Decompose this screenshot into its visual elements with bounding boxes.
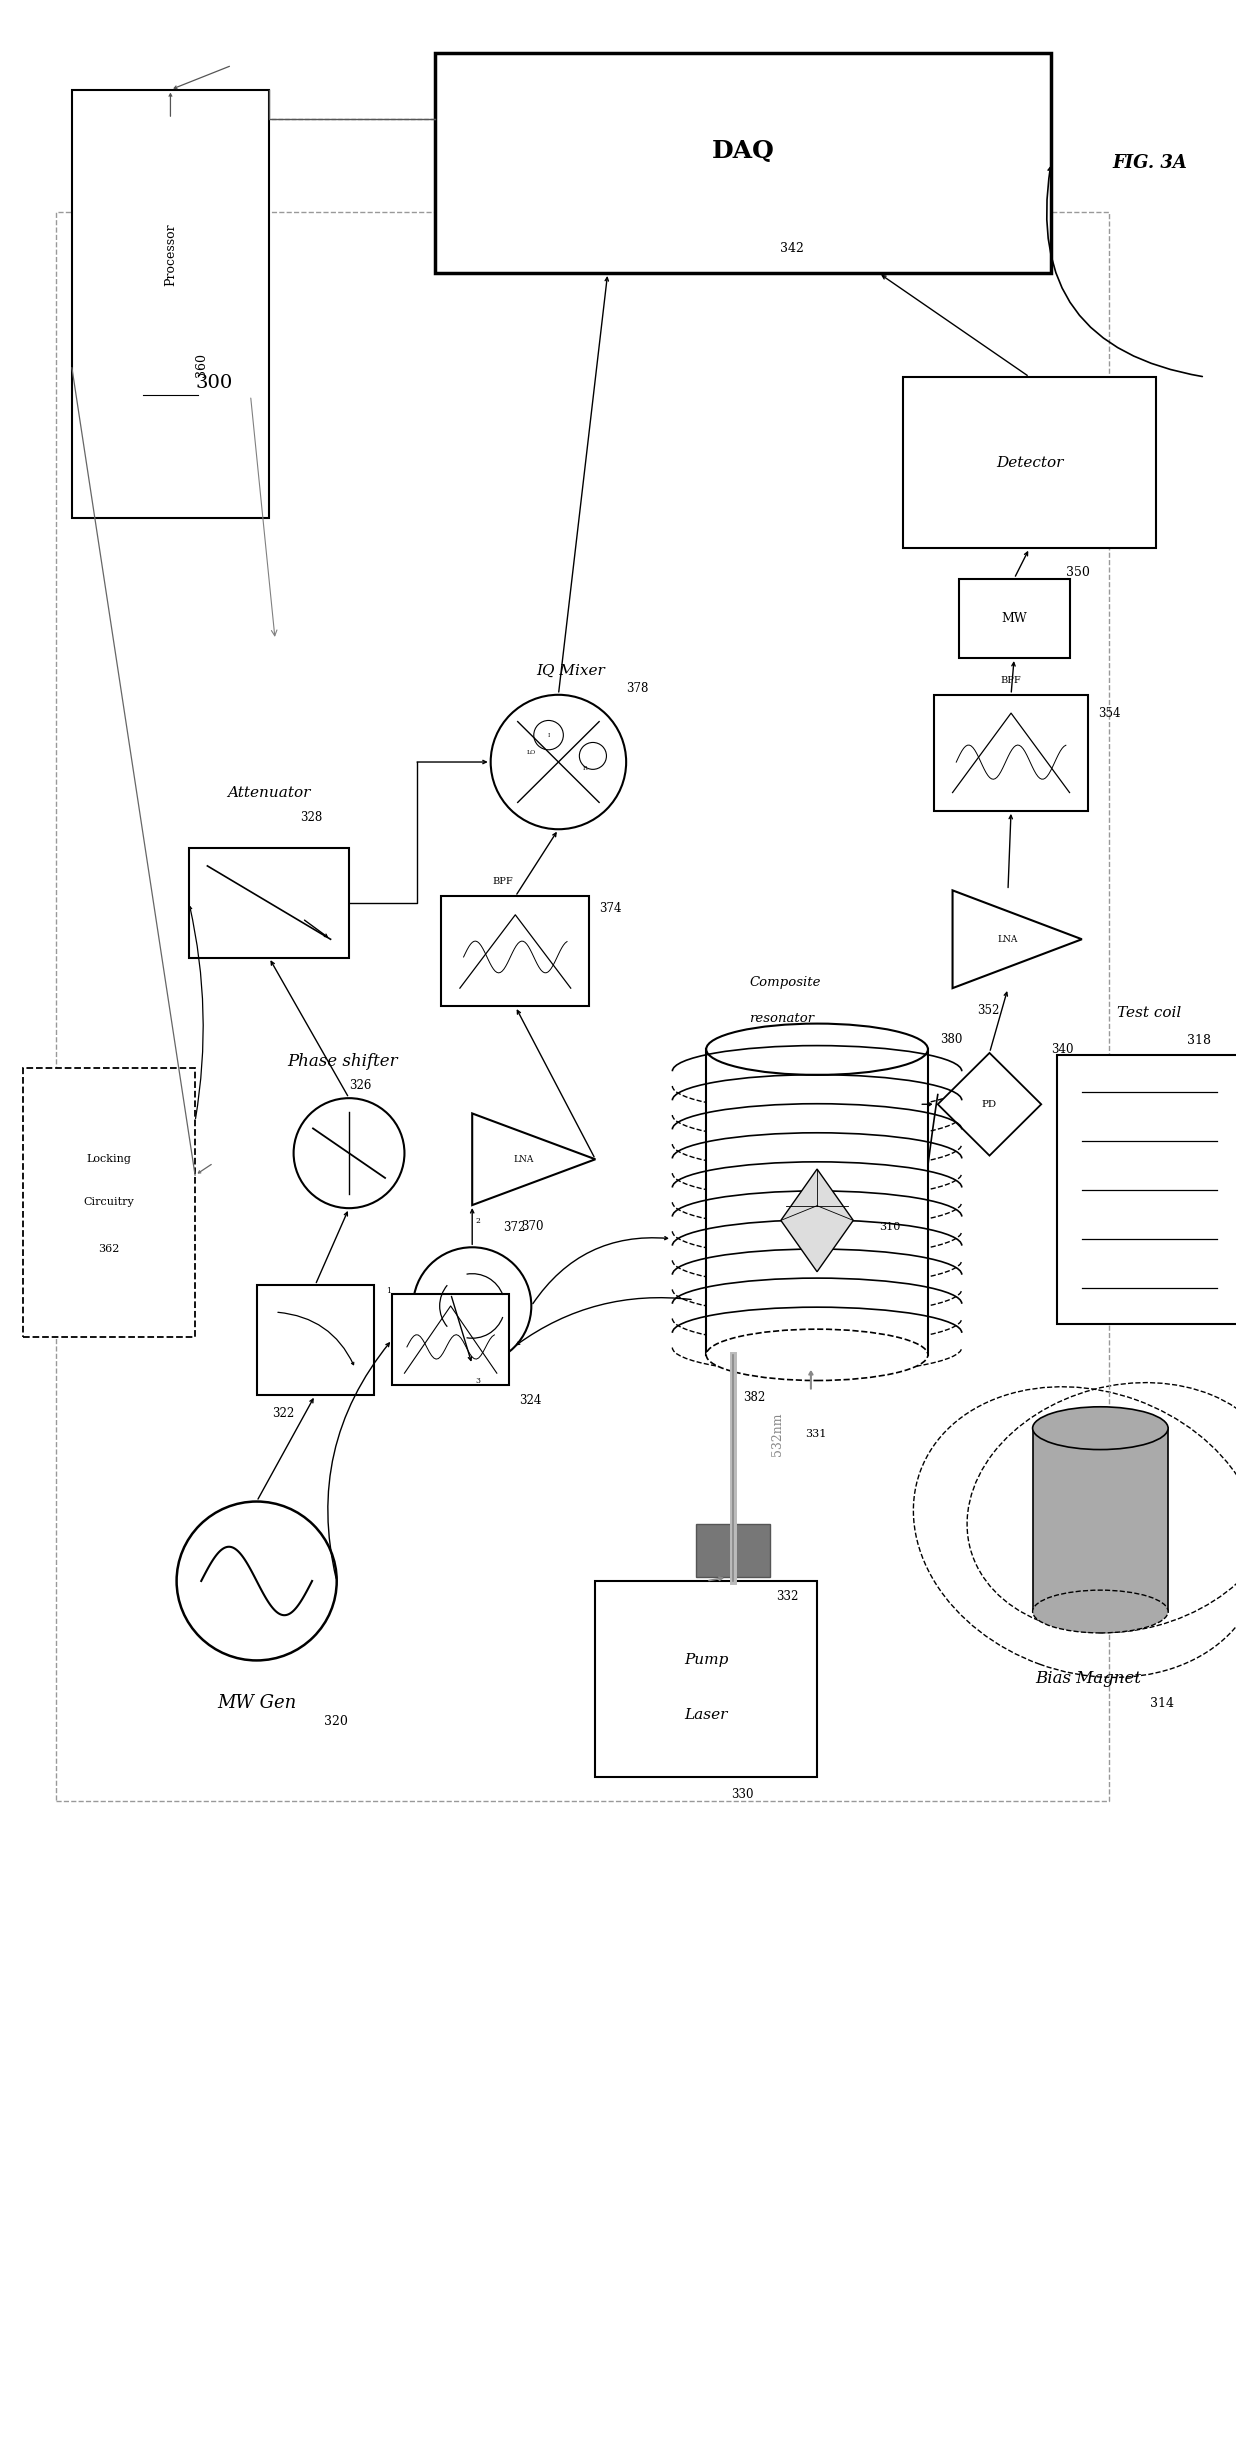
Text: Locking: Locking [87,1155,131,1165]
Text: 332: 332 [776,1590,799,1604]
Ellipse shape [707,1023,928,1074]
Text: Detector: Detector [996,456,1063,469]
Polygon shape [781,1170,853,1271]
Text: 532nm: 532nm [771,1413,784,1457]
Bar [435,54,1052,272]
Text: Attenuator: Attenuator [227,785,311,800]
Text: LNA: LNA [998,935,1018,944]
Text: 1: 1 [386,1288,391,1295]
Bar [1058,1055,1240,1325]
Text: 362: 362 [98,1244,119,1253]
Polygon shape [937,1052,1042,1155]
Text: Composite: Composite [749,976,821,989]
Circle shape [491,694,626,829]
Ellipse shape [707,1330,928,1381]
Text: 360: 360 [195,353,208,378]
Bar [56,211,1109,1801]
Text: 372: 372 [503,1222,526,1234]
Text: 2: 2 [476,1217,481,1226]
Text: resonator: resonator [749,1013,815,1025]
Text: 300: 300 [195,375,232,392]
Bar [188,849,348,957]
Bar [903,378,1156,547]
Text: 370: 370 [522,1219,544,1234]
Text: Pump: Pump [684,1653,728,1668]
Text: 326: 326 [348,1079,372,1092]
Text: 320: 320 [325,1715,348,1727]
Text: 378: 378 [626,682,649,694]
Text: FIG. 3A: FIG. 3A [1112,155,1188,172]
Circle shape [176,1501,337,1661]
Text: 324: 324 [520,1393,542,1406]
Text: Bias Magnet: Bias Magnet [1035,1670,1141,1688]
Ellipse shape [1033,1590,1168,1634]
Text: Test coil: Test coil [1117,1006,1182,1020]
Text: 354: 354 [1097,706,1121,719]
Text: Processor: Processor [164,223,177,287]
Text: 3: 3 [476,1376,481,1386]
Bar [959,579,1070,657]
Text: Phase shifter: Phase shifter [288,1052,398,1070]
Text: IQ Mixer: IQ Mixer [537,662,605,677]
Text: Laser: Laser [684,1707,728,1722]
Bar [595,1582,817,1776]
Bar [707,1050,928,1354]
Bar [392,1293,510,1386]
Text: BPF: BPF [492,878,513,886]
Text: 380: 380 [940,1033,962,1045]
Bar [1033,1428,1168,1612]
Text: MW Gen: MW Gen [217,1695,296,1712]
Text: DAQ: DAQ [712,140,775,162]
Text: 314: 314 [1149,1697,1173,1710]
Text: 328: 328 [300,809,322,824]
Text: 318: 318 [1187,1035,1210,1047]
Circle shape [579,743,606,770]
Bar [934,694,1087,812]
Bar [257,1285,373,1396]
Text: 331: 331 [805,1430,826,1440]
Circle shape [413,1246,531,1364]
Text: MW: MW [1001,611,1027,626]
Text: 374: 374 [599,903,621,915]
Text: 382: 382 [743,1391,765,1403]
Text: LO: LO [527,751,536,756]
Text: 322: 322 [272,1408,294,1420]
Text: BPF: BPF [1001,675,1022,684]
Bar [697,1523,770,1577]
Text: 342: 342 [780,243,804,255]
Bar [441,895,589,1006]
Text: PD: PD [982,1099,997,1109]
Text: LNA: LNA [513,1155,534,1163]
Text: 350: 350 [1066,567,1090,579]
Circle shape [294,1099,404,1209]
Text: I: I [547,733,549,738]
Text: 330: 330 [730,1788,754,1801]
Text: 352: 352 [977,1003,999,1016]
Circle shape [533,721,563,751]
Bar [72,91,269,518]
Ellipse shape [1033,1406,1168,1450]
Text: Circuitry: Circuitry [83,1197,134,1207]
Text: 340: 340 [1052,1043,1074,1055]
Text: 310: 310 [879,1222,900,1231]
Bar [22,1067,195,1337]
Text: R: R [583,765,588,770]
